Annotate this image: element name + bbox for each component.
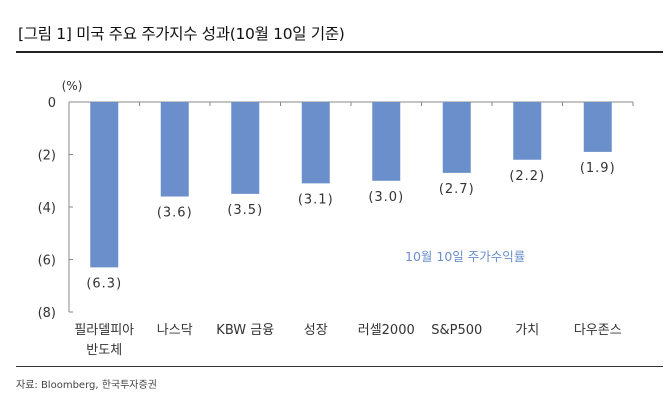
bar — [90, 102, 119, 268]
y-tick-label: (4) — [38, 201, 56, 216]
bar — [513, 102, 542, 160]
value-labels: (6.3) (3.6) (3.5) (3.1) (3.0) (2.7) (2.2) (1.9) — [86, 161, 616, 292]
bar — [160, 102, 189, 197]
y-axis-unit-label: (%) — [62, 79, 83, 93]
data-label: (2.2) — [509, 169, 545, 184]
data-label: (2.7) — [439, 182, 475, 197]
y-tick-label: (2) — [38, 149, 56, 164]
x-tick-label: 다우존스 — [574, 323, 622, 338]
x-tick-label: 반도체 — [86, 343, 122, 358]
title-divider — [16, 51, 663, 53]
figure-title: [그림 1] 미국 주요 주가지수 성과(10월 10일 기준) — [18, 25, 345, 43]
bar — [231, 102, 260, 194]
y-tick-label: (6) — [38, 254, 56, 269]
footer-divider — [16, 366, 663, 367]
x-tick-label: 성장 — [304, 323, 328, 338]
x-tick-label: KBW 금융 — [216, 323, 274, 338]
bars — [90, 102, 612, 268]
x-tick-label: 필라델피아 — [74, 323, 134, 338]
x-tick-label: 러셀2000 — [358, 323, 415, 338]
data-label: (6.3) — [86, 276, 122, 291]
bar — [372, 102, 401, 181]
data-label: (3.6) — [157, 206, 193, 221]
axes: 0 (2) (4) (6) (8) — [38, 96, 634, 321]
x-tick-label: 가치 — [515, 323, 539, 338]
data-label: (3.5) — [227, 203, 263, 218]
x-tick-label: 나스닥 — [157, 323, 193, 338]
data-label: (1.9) — [580, 161, 616, 176]
bar — [301, 102, 330, 184]
data-label: (3.0) — [368, 190, 404, 205]
source-note: 자료: Bloomberg, 한국투자증권 — [16, 380, 157, 391]
bar — [583, 102, 612, 152]
x-tick-label: S&P500 — [431, 323, 482, 338]
legend-entry: 10월 10일 주가수익률 — [405, 249, 525, 264]
data-label: (3.1) — [298, 192, 334, 207]
y-tick-label: (8) — [38, 306, 56, 321]
y-tick-label: 0 — [48, 96, 56, 111]
bar — [442, 102, 471, 173]
